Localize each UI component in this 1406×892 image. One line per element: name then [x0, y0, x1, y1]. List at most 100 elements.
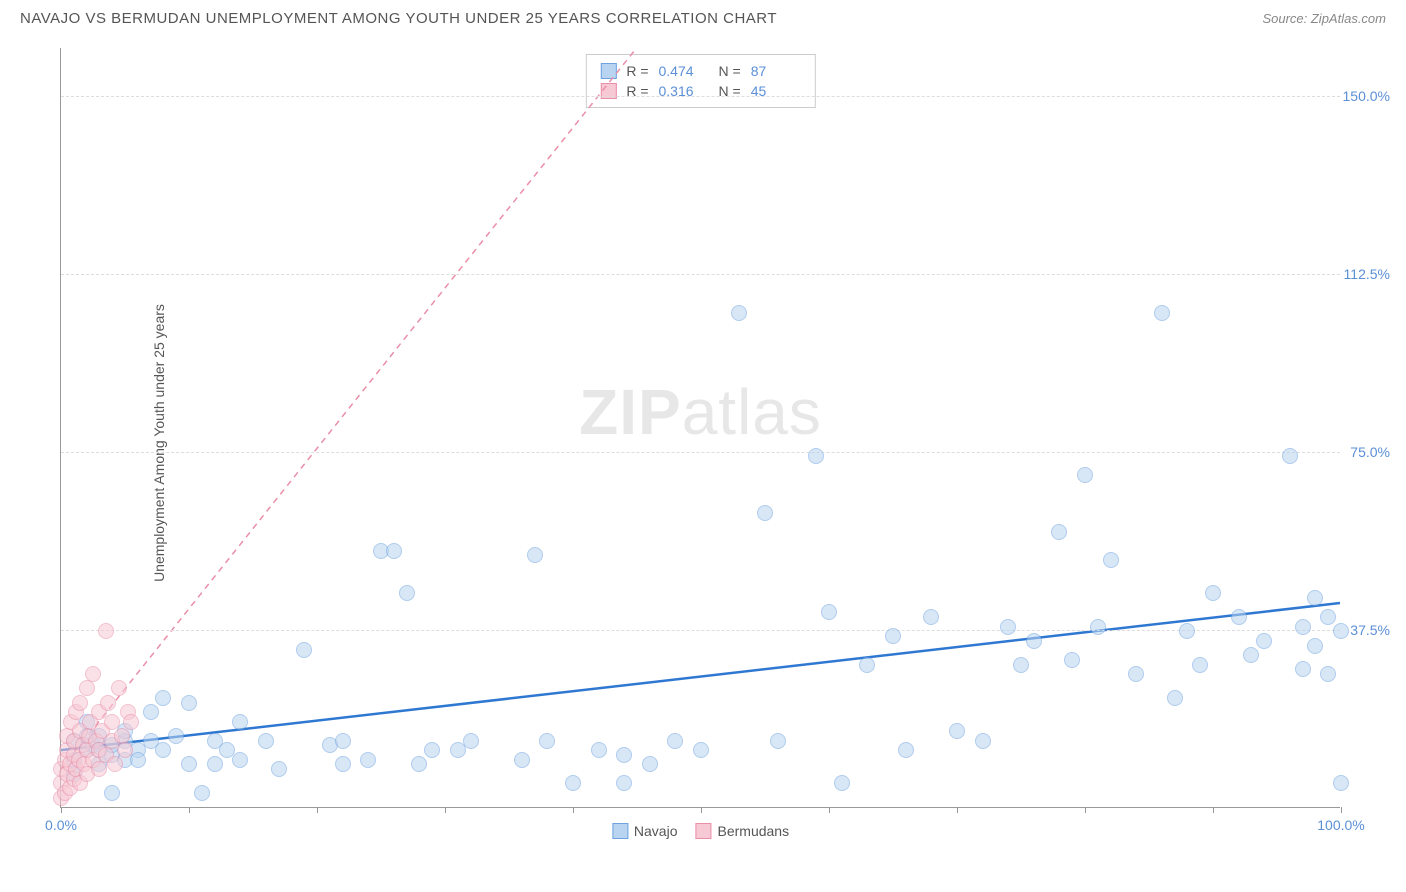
x-tick — [1341, 807, 1342, 813]
x-tick — [61, 807, 62, 813]
scatter-point — [1192, 657, 1208, 673]
scatter-point — [1154, 305, 1170, 321]
scatter-point — [1320, 666, 1336, 682]
scatter-point — [527, 547, 543, 563]
scatter-point — [770, 733, 786, 749]
scatter-point — [1167, 690, 1183, 706]
scatter-point — [1231, 609, 1247, 625]
scatter-point — [143, 704, 159, 720]
scatter-point — [271, 761, 287, 777]
scatter-point — [1090, 619, 1106, 635]
legend-r-value: 0.474 — [659, 63, 709, 79]
watermark: ZIPatlas — [579, 375, 822, 449]
gridline — [61, 630, 1340, 631]
scatter-point — [104, 785, 120, 801]
scatter-point — [1333, 623, 1349, 639]
scatter-point — [399, 585, 415, 601]
legend-swatch — [696, 823, 712, 839]
scatter-point — [155, 742, 171, 758]
scatter-point — [424, 742, 440, 758]
scatter-point — [642, 756, 658, 772]
scatter-point — [1013, 657, 1029, 673]
scatter-point — [232, 714, 248, 730]
scatter-point — [667, 733, 683, 749]
scatter-point — [258, 733, 274, 749]
scatter-point — [1179, 623, 1195, 639]
scatter-point — [232, 752, 248, 768]
scatter-point — [79, 680, 95, 696]
legend-n-value: 45 — [751, 83, 801, 99]
scatter-point — [834, 775, 850, 791]
scatter-point — [181, 756, 197, 772]
scatter-point — [181, 695, 197, 711]
legend-label: Navajo — [634, 823, 678, 839]
chart-title: NAVAJO VS BERMUDAN UNEMPLOYMENT AMONG YO… — [20, 10, 777, 27]
scatter-point — [1333, 775, 1349, 791]
scatter-point — [194, 785, 210, 801]
y-tick-label: 75.0% — [1350, 444, 1390, 460]
scatter-point — [98, 623, 114, 639]
scatter-point — [130, 752, 146, 768]
scatter-point — [923, 609, 939, 625]
x-tick — [1213, 807, 1214, 813]
x-tick — [445, 807, 446, 813]
scatter-point — [107, 756, 123, 772]
scatter-point — [1000, 619, 1016, 635]
scatter-point — [731, 305, 747, 321]
watermark-part2: atlas — [682, 376, 822, 448]
scatter-point — [1205, 585, 1221, 601]
gridline — [61, 274, 1340, 275]
scatter-point — [616, 775, 632, 791]
scatter-point — [975, 733, 991, 749]
x-tick — [957, 807, 958, 813]
scatter-point — [1307, 638, 1323, 654]
legend-n-value: 87 — [751, 63, 801, 79]
scatter-point — [591, 742, 607, 758]
scatter-point — [123, 714, 139, 730]
scatter-point — [1282, 448, 1298, 464]
source-prefix: Source: — [1262, 11, 1310, 26]
scatter-point — [91, 761, 107, 777]
legend-label: Bermudans — [718, 823, 790, 839]
x-tick-label: 0.0% — [45, 817, 77, 833]
scatter-point — [1026, 633, 1042, 649]
scatter-point — [885, 628, 901, 644]
x-tick — [317, 807, 318, 813]
scatter-point — [155, 690, 171, 706]
scatter-point — [1064, 652, 1080, 668]
scatter-point — [859, 657, 875, 673]
legend-r-label: R = — [626, 63, 648, 79]
scatter-point — [1320, 609, 1336, 625]
x-tick — [701, 807, 702, 813]
scatter-point — [207, 756, 223, 772]
scatter-point — [296, 642, 312, 658]
scatter-point — [117, 742, 133, 758]
legend-n-label: N = — [719, 83, 741, 99]
x-tick — [1085, 807, 1086, 813]
legend-row: R =0.316N =45 — [600, 81, 800, 101]
scatter-point — [335, 756, 351, 772]
trend-lines — [61, 48, 1340, 807]
x-tick — [829, 807, 830, 813]
scatter-point — [72, 695, 88, 711]
scatter-point — [693, 742, 709, 758]
scatter-point — [616, 747, 632, 763]
scatter-point — [111, 680, 127, 696]
legend-n-label: N = — [719, 63, 741, 79]
source-name: ZipAtlas.com — [1311, 11, 1386, 26]
legend-row: R = 0.474 N = 87 — [600, 61, 800, 81]
scatter-point — [1295, 661, 1311, 677]
scatter-point — [85, 666, 101, 682]
scatter-point — [539, 733, 555, 749]
series-legend: Navajo Bermudans — [612, 823, 789, 839]
legend-swatch — [612, 823, 628, 839]
legend-r-label: R = — [626, 83, 648, 99]
scatter-point — [1103, 552, 1119, 568]
scatter-point — [411, 756, 427, 772]
scatter-point — [104, 714, 120, 730]
scatter-point — [168, 728, 184, 744]
scatter-point — [1243, 647, 1259, 663]
scatter-point — [360, 752, 376, 768]
scatter-point — [463, 733, 479, 749]
scatter-point — [949, 723, 965, 739]
